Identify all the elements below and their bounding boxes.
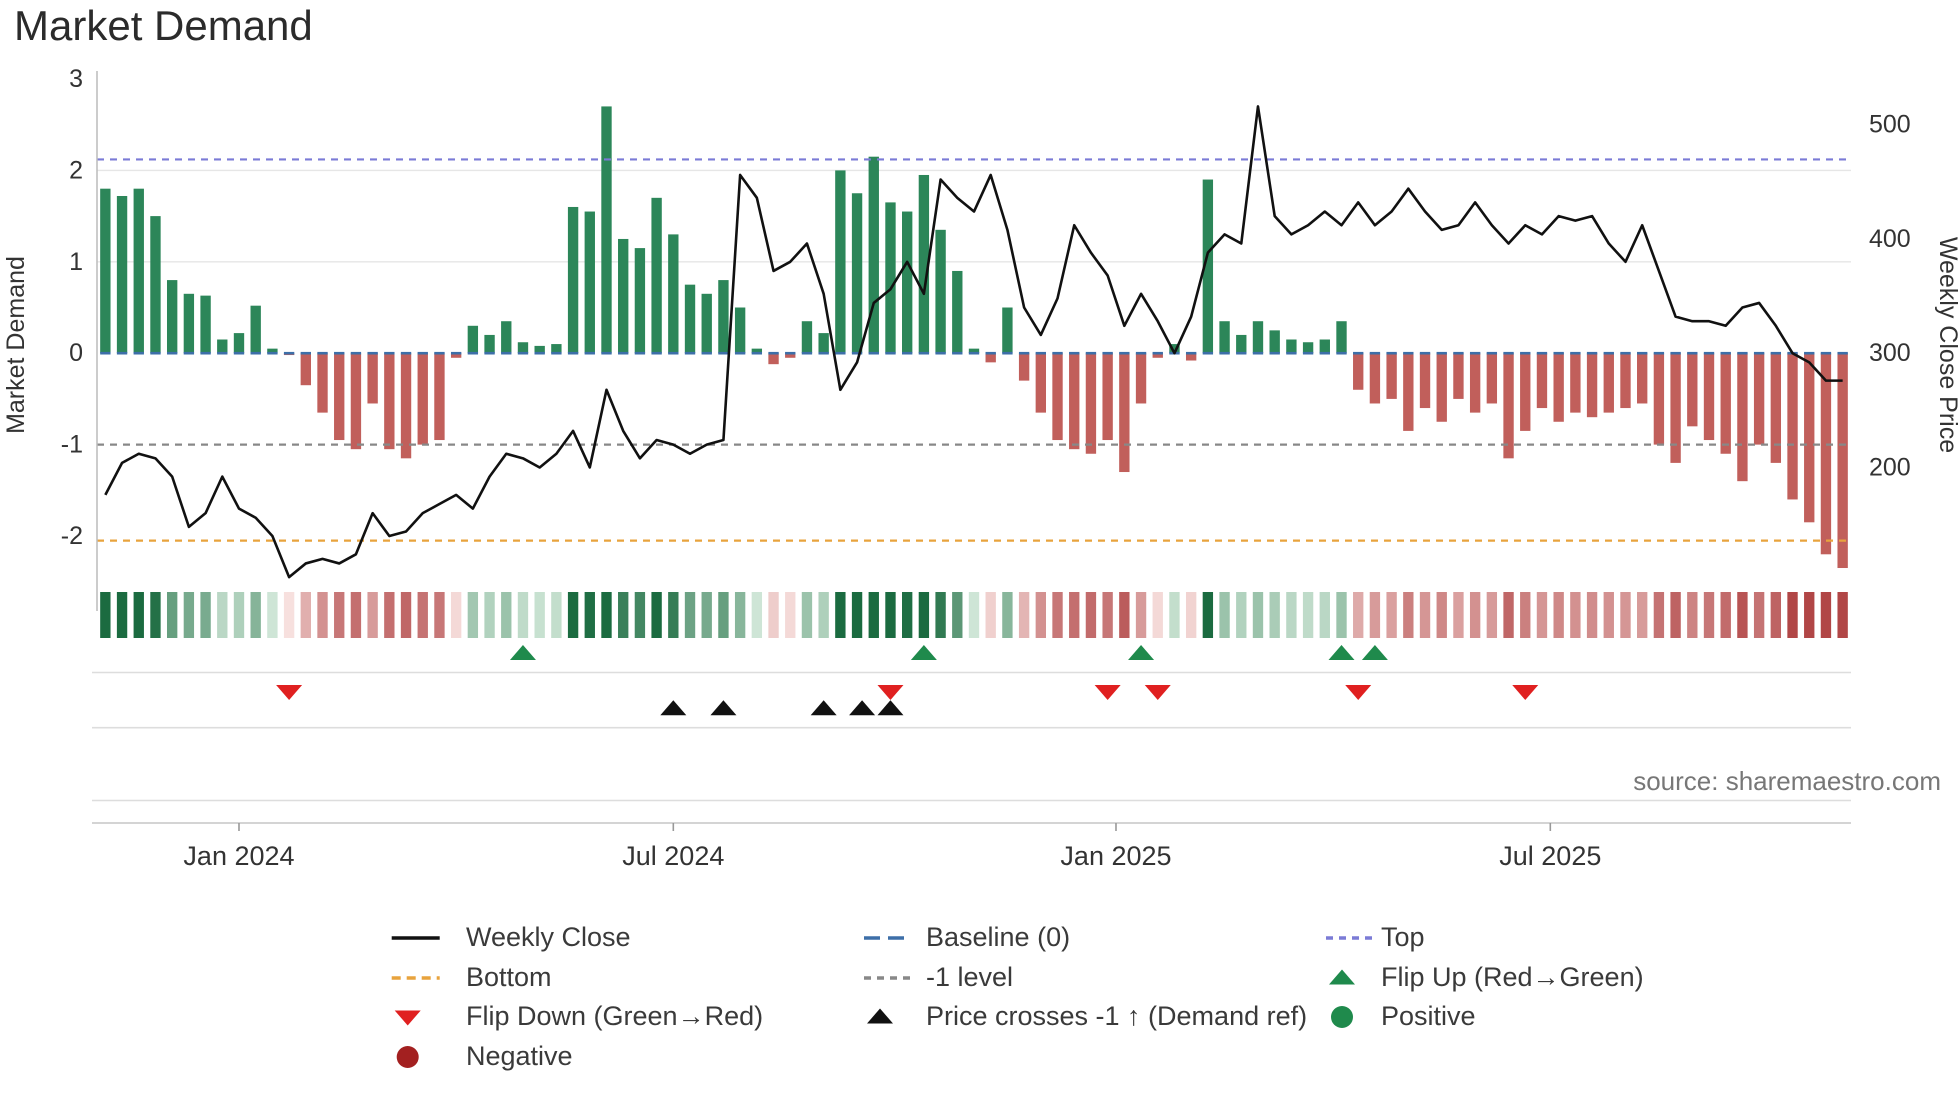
- svg-text:500: 500: [1869, 111, 1911, 139]
- svg-text:Bottom: Bottom: [466, 962, 552, 992]
- svg-text:Negative: Negative: [466, 1041, 573, 1071]
- svg-text:300: 300: [1869, 339, 1911, 367]
- svg-text:2: 2: [69, 156, 83, 184]
- svg-text:Baseline (0): Baseline (0): [926, 922, 1070, 952]
- svg-text:Jul 2025: Jul 2025: [1499, 841, 1601, 871]
- svg-text:Jan 2024: Jan 2024: [183, 841, 294, 871]
- svg-text:Flip Up (Red→Green): Flip Up (Red→Green): [1381, 962, 1644, 992]
- svg-text:Jul 2024: Jul 2024: [622, 841, 724, 871]
- svg-text:400: 400: [1869, 225, 1911, 253]
- svg-text:Market Demand: Market Demand: [2, 256, 30, 434]
- svg-text:Top: Top: [1381, 922, 1425, 952]
- svg-text:Positive: Positive: [1381, 1001, 1476, 1031]
- svg-text:200: 200: [1869, 453, 1911, 481]
- svg-text:Price crosses -1 ↑ (Demand ref: Price crosses -1 ↑ (Demand ref): [926, 1001, 1307, 1031]
- svg-text:Jan 2025: Jan 2025: [1060, 841, 1171, 871]
- svg-text:-1 level: -1 level: [926, 962, 1013, 992]
- svg-text:-1: -1: [61, 431, 83, 459]
- svg-text:0: 0: [69, 339, 83, 367]
- svg-text:1: 1: [69, 248, 83, 276]
- svg-text:3: 3: [69, 65, 83, 93]
- svg-text:Weekly Close Price: Weekly Close Price: [1934, 237, 1960, 453]
- svg-text:Weekly Close: Weekly Close: [466, 922, 631, 952]
- svg-text:Flip Down (Green→Red): Flip Down (Green→Red): [466, 1001, 763, 1031]
- svg-text:-2: -2: [61, 522, 83, 550]
- svg-text:source: sharemaestro.com: source: sharemaestro.com: [1633, 766, 1941, 796]
